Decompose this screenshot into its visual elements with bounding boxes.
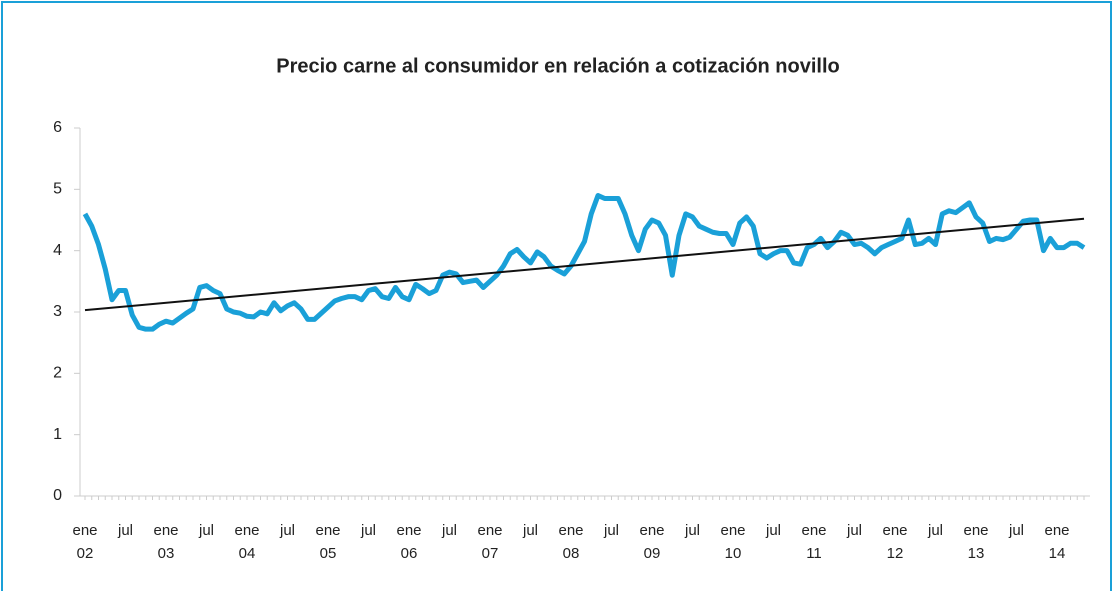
x-tick-label: jul bbox=[846, 522, 862, 539]
x-tick-label: ene 07 bbox=[477, 522, 503, 562]
x-tick-label: jul bbox=[522, 522, 538, 539]
x-tick-label: jul bbox=[360, 522, 376, 539]
x-tick-label: ene 05 bbox=[315, 522, 341, 562]
chart-title: Precio carne al consumidor en relación a… bbox=[276, 55, 840, 77]
x-tick-label: jul bbox=[765, 522, 781, 539]
x-tick-label: ene 04 bbox=[234, 522, 260, 562]
y-tick-label: 5 bbox=[53, 181, 62, 198]
y-tick-label: 3 bbox=[53, 303, 62, 320]
x-tick-label: ene 09 bbox=[639, 522, 665, 562]
x-tick-label: jul bbox=[684, 522, 700, 539]
y-tick-label: 2 bbox=[53, 365, 62, 382]
x-tick-label: jul bbox=[279, 522, 295, 539]
x-tick-label: ene 10 bbox=[720, 522, 746, 562]
x-tick-label: ene 02 bbox=[72, 522, 98, 562]
x-tick-label: jul bbox=[1008, 522, 1024, 539]
y-tick-label: 6 bbox=[53, 119, 62, 136]
x-tick-label: ene 14 bbox=[1044, 522, 1070, 562]
x-tick-label: jul bbox=[117, 522, 133, 539]
y-tick-label: 0 bbox=[53, 487, 62, 504]
x-tick-label: ene 13 bbox=[963, 522, 989, 562]
x-tick-label: ene 03 bbox=[153, 522, 179, 562]
trend-line bbox=[84, 217, 1085, 312]
data-line bbox=[82, 192, 1086, 332]
x-tick-label: ene 06 bbox=[396, 522, 422, 562]
x-tick-label: jul bbox=[198, 522, 214, 539]
x-tick-label: ene 11 bbox=[801, 522, 827, 562]
x-tick-label: ene 08 bbox=[558, 522, 584, 562]
x-tick-label: jul bbox=[603, 522, 619, 539]
x-tick-label: jul bbox=[927, 522, 943, 539]
x-tick-label: jul bbox=[441, 522, 457, 539]
y-tick-label: 4 bbox=[53, 242, 62, 259]
y-tick-label: 1 bbox=[53, 426, 62, 443]
x-tick-label: ene 12 bbox=[882, 522, 908, 562]
